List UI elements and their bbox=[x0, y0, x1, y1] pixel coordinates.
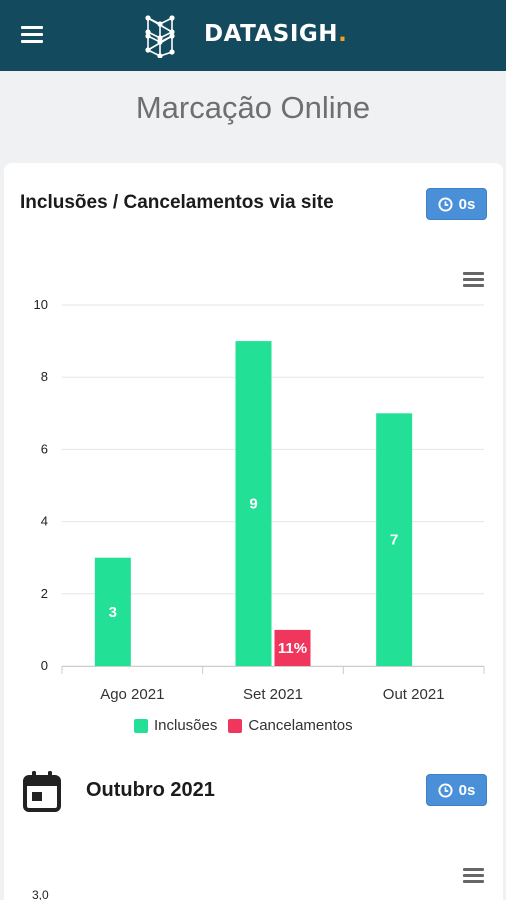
clock-icon bbox=[438, 782, 453, 798]
page-title: Marcação Online bbox=[135, 90, 371, 125]
legend-label-cancelamentos: Cancelamentos bbox=[248, 717, 353, 734]
data-label: 9 bbox=[249, 496, 257, 513]
legend-item-cancelamentos[interactable]: Cancelamentos bbox=[228, 717, 353, 734]
legend-swatch-cancelamentos bbox=[228, 718, 243, 733]
y-tick-label-chart-2: 3,0 bbox=[32, 888, 49, 900]
chart-menu-icon[interactable] bbox=[462, 270, 486, 290]
bar-cancelamentos bbox=[274, 629, 311, 666]
y-tick-label: 10 bbox=[34, 297, 48, 312]
refresh-timer-button-2[interactable]: 0s bbox=[426, 774, 487, 806]
data-label: 11% bbox=[278, 640, 307, 657]
chart-heading: Inclusões / Cancelamentos via site bbox=[20, 192, 334, 213]
brand-name[interactable]: DATASIGH. bbox=[204, 21, 347, 47]
chart-legend: Inclusões Cancelamentos bbox=[134, 717, 364, 734]
chart-menu-icon-2[interactable] bbox=[462, 866, 486, 886]
bar-incluses bbox=[376, 413, 413, 666]
brand-dot: . bbox=[338, 21, 348, 47]
data-label: 7 bbox=[390, 532, 398, 549]
hamburger-menu-icon[interactable] bbox=[21, 24, 45, 44]
bar-chart: 0 2 4 6 8 10 Ago 2021 Set 2021 Out 2021 3 9 7 11% bbox=[34, 297, 485, 703]
y-tick-label: 2 bbox=[41, 586, 48, 601]
calendar-icon bbox=[23, 771, 61, 812]
y-tick-label: 0 bbox=[41, 658, 48, 673]
timer-label-2: 0s bbox=[458, 781, 476, 799]
legend-item-inclusoes[interactable]: Inclusões bbox=[134, 717, 217, 734]
brand-text: DATASIGH bbox=[204, 21, 339, 47]
bar-incluses bbox=[94, 557, 131, 666]
legend-label-inclusoes: Inclusões bbox=[154, 717, 218, 734]
bar-incluses bbox=[235, 341, 272, 666]
x-tick-label: Out 2021 bbox=[383, 686, 445, 703]
clock-icon bbox=[438, 196, 453, 212]
month-heading: Outubro 2021 bbox=[86, 779, 215, 801]
y-tick-label: 6 bbox=[41, 441, 48, 456]
brain-network-icon bbox=[145, 15, 175, 58]
data-label: 3 bbox=[109, 604, 117, 621]
x-tick-label: Ago 2021 bbox=[100, 686, 164, 703]
timer-label: 0s bbox=[458, 195, 476, 213]
y-tick-label: 4 bbox=[41, 514, 48, 529]
refresh-timer-button[interactable]: 0s bbox=[426, 188, 487, 220]
legend-swatch-inclusoes bbox=[134, 718, 148, 733]
y-tick-label: 8 bbox=[41, 369, 48, 384]
top-bar: DATASIGH. bbox=[0, 0, 506, 71]
x-tick-label: Set 2021 bbox=[243, 686, 303, 703]
